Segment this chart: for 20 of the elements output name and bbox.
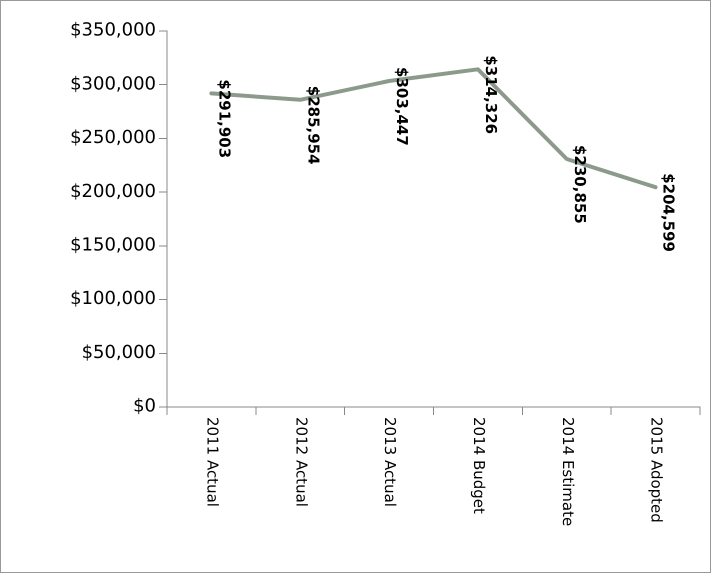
x-tick-label: 2011 Actual (204, 417, 222, 507)
text: $230,855 (570, 144, 589, 224)
y-tick-label: $100,000 (70, 288, 156, 310)
y-tick-label: $150,000 (70, 234, 156, 256)
x-tick-label: 2014 Estimate (558, 417, 577, 526)
y-tick-label: $50,000 (82, 342, 156, 363)
y-tick-label: $0 (133, 396, 156, 417)
text: $314,326 (482, 55, 500, 134)
y-tick-label: $350,000 (70, 20, 156, 41)
y-tick-label: $200,000 (70, 180, 156, 202)
text: $303,447 (393, 67, 412, 146)
y-tick-label: $250,000 (70, 127, 156, 148)
x-tick-label: 2012 Actual (292, 417, 310, 507)
text: $291,903 (216, 79, 234, 158)
x-tick-label: 2013 Actual (381, 417, 400, 507)
x-tick-label: 2014 Budget (470, 417, 488, 514)
text: $204,599 (660, 173, 678, 252)
y-tick-label: $300,000 (70, 73, 156, 94)
text: $285,954 (304, 86, 322, 165)
x-tick-label: 2015 Adopted (648, 417, 666, 523)
